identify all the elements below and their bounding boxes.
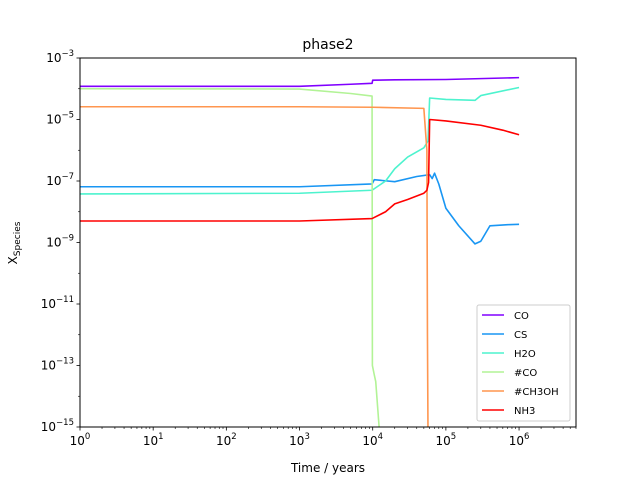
series-line [80, 105, 429, 427]
y-tick-exp: −15 [56, 418, 74, 428]
legend-label: CS [514, 330, 527, 341]
x-tick-base: 10 [143, 434, 158, 448]
x-tick-label: 103 [289, 432, 310, 448]
legend: CO CS H2O #CO #CH3OH NH3 [476, 304, 571, 422]
x-tick-exp: 5 [451, 432, 456, 442]
x-tick-exp: 0 [85, 432, 90, 442]
x-axis: 100 101 102 103 104 105 106 [70, 427, 577, 448]
y-tick-exp: −9 [61, 234, 74, 244]
series-line [80, 76, 520, 88]
x-tick-base: 10 [70, 434, 85, 448]
y-tick-exp: −7 [61, 172, 74, 182]
x-tick-label: 104 [362, 432, 383, 448]
x-tick-base: 10 [509, 434, 524, 448]
y-tick-label: 10−5 [46, 111, 74, 127]
y-tick-exp: −11 [56, 295, 74, 305]
series-line [80, 172, 520, 245]
x-tick-base: 10 [216, 434, 231, 448]
y-tick-exp: −13 [56, 357, 74, 367]
y-axis-label: XSpecies [6, 221, 23, 264]
y-axis-label-sub: Species [13, 221, 23, 256]
x-tick-exp: 1 [158, 432, 163, 442]
series-line [80, 86, 520, 195]
y-tick-base: 10 [41, 297, 56, 311]
y-tick-label: 10−3 [46, 49, 74, 65]
y-tick-base: 10 [46, 113, 61, 127]
y-tick-base: 10 [46, 174, 61, 188]
x-tick-base: 10 [289, 434, 304, 448]
y-tick-base: 10 [41, 359, 56, 373]
chart-title: phase2 [302, 37, 353, 53]
series-line [80, 87, 380, 427]
x-tick-label: 106 [509, 432, 530, 448]
y-tick-label: 10−11 [41, 295, 74, 311]
y-tick-exp: −5 [61, 111, 74, 121]
x-tick-label: 102 [216, 432, 237, 448]
x-tick-label: 101 [143, 432, 164, 448]
x-tick-exp: 4 [378, 432, 383, 442]
x-tick-base: 10 [436, 434, 451, 448]
legend-label: #CH3OH [514, 387, 559, 398]
series-layer [80, 76, 520, 427]
y-tick-exp: −3 [61, 49, 74, 59]
legend-label: #CO [514, 368, 537, 379]
series-line [80, 118, 520, 222]
y-tick-base: 10 [46, 51, 61, 65]
legend-label: H2O [514, 349, 536, 360]
legend-label: NH3 [514, 406, 535, 417]
y-tick-base: 10 [46, 236, 61, 250]
x-axis-label: Time / years [290, 461, 365, 475]
legend-box [476, 304, 571, 422]
y-tick-label: 10−7 [46, 172, 74, 188]
x-tick-base: 10 [362, 434, 377, 448]
x-tick-exp: 3 [304, 432, 309, 442]
y-tick-label: 10−9 [46, 234, 74, 250]
y-tick-label: 10−13 [41, 357, 74, 373]
legend-items: CO CS H2O #CO #CH3OH NH3 [482, 311, 559, 417]
x-tick-label: 100 [70, 432, 91, 448]
x-tick-exp: 6 [524, 432, 529, 442]
x-tick-exp: 2 [231, 432, 236, 442]
y-tick-label: 10−15 [41, 418, 74, 434]
y-tick-base: 10 [41, 420, 56, 434]
legend-label: CO [514, 311, 529, 322]
y-axis-label-main: X [6, 256, 20, 264]
x-tick-label: 105 [436, 432, 457, 448]
